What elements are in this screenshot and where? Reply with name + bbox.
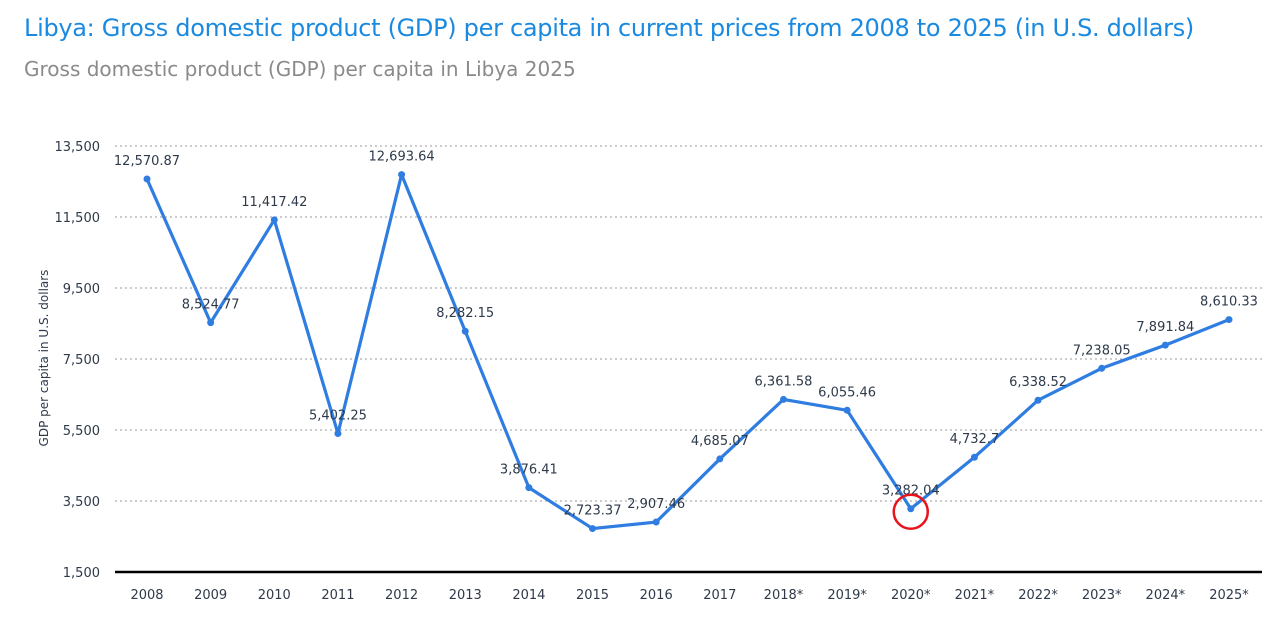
x-tick-label: 2013: [449, 588, 482, 603]
chart-subtitle: Gross domestic product (GDP) per capita …: [24, 57, 576, 81]
y-tick-label: 13,500: [55, 140, 101, 155]
x-tick-label: 2012: [385, 588, 418, 603]
x-tick-label: 2023*: [1082, 588, 1122, 603]
data-point[interactable]: [970, 453, 978, 461]
data-label: 12,570.87: [114, 154, 180, 169]
x-tick-label: 2017: [703, 588, 736, 603]
data-point[interactable]: [334, 429, 342, 437]
data-point[interactable]: [779, 395, 787, 403]
y-tick-label: 1,500: [63, 566, 100, 581]
data-label: 8,282.15: [436, 306, 494, 321]
x-tick-label: 2015: [576, 588, 609, 603]
x-tick-label: 2019*: [827, 588, 867, 603]
series-line: [145, 173, 1230, 531]
data-label: 6,055.46: [818, 385, 876, 400]
x-tick-label: 2024*: [1146, 588, 1186, 603]
x-tick-label: 2008: [130, 588, 163, 603]
data-point[interactable]: [843, 406, 851, 414]
x-tick-label: 2016: [640, 588, 673, 603]
data-point[interactable]: [1161, 341, 1169, 349]
data-point[interactable]: [652, 518, 660, 526]
data-label: 8,610.33: [1200, 295, 1258, 310]
data-point[interactable]: [398, 171, 406, 179]
data-label: 5,402.25: [309, 408, 367, 423]
data-label: 2,723.37: [564, 504, 622, 519]
data-label: 2,907.46: [627, 497, 685, 512]
chart-title: Libya: Gross domestic product (GDP) per …: [24, 14, 1194, 42]
data-label: 8,524.77: [182, 298, 240, 313]
highlight-circle: [892, 493, 930, 530]
data-label: 3,282.04: [882, 484, 940, 499]
data-label: 11,417.42: [241, 195, 307, 210]
y-tick-label: 11,500: [55, 211, 101, 226]
y-tick-label: 3,500: [63, 495, 100, 510]
data-point[interactable]: [270, 216, 278, 224]
x-tick-label: 2022*: [1018, 588, 1058, 603]
data-label: 6,338.52: [1009, 375, 1067, 390]
x-tick-label: 2018*: [764, 588, 804, 603]
x-tick-label: 2009: [194, 588, 227, 603]
x-tick-label: 2020*: [891, 588, 931, 603]
data-label: 4,685.07: [691, 434, 749, 449]
data-point[interactable]: [461, 327, 469, 335]
data-point[interactable]: [716, 455, 724, 463]
data-point[interactable]: [1098, 364, 1106, 372]
y-tick-label: 9,500: [63, 282, 100, 297]
data-point[interactable]: [525, 484, 533, 492]
data-label: 7,891.84: [1136, 320, 1194, 335]
y-tick-label: 5,500: [63, 424, 100, 439]
x-tick-label: 2014: [512, 588, 545, 603]
data-label: 7,238.05: [1073, 343, 1131, 358]
y-tick-label: 7,500: [63, 353, 100, 368]
data-label: 3,876.41: [500, 463, 558, 478]
data-point[interactable]: [1225, 316, 1233, 324]
data-label: 12,693.64: [369, 150, 435, 165]
x-tick-label: 2011: [321, 588, 354, 603]
data-point[interactable]: [589, 525, 597, 533]
data-point[interactable]: [907, 505, 915, 513]
data-label: 4,732.7: [950, 432, 1000, 447]
x-tick-label: 2010: [258, 588, 291, 603]
data-point[interactable]: [1034, 396, 1042, 404]
x-tick-label: 2021*: [955, 588, 995, 603]
x-tick-label: 2025*: [1209, 588, 1249, 603]
data-point[interactable]: [207, 319, 215, 327]
y-axis-label: GDP per capita in U.S. dollars: [37, 270, 51, 447]
data-point[interactable]: [143, 175, 151, 183]
data-label: 6,361.58: [755, 374, 813, 389]
